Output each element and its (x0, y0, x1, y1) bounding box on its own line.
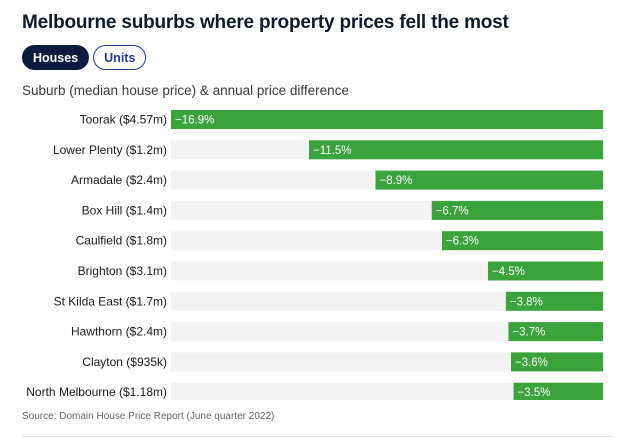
bar[interactable] (513, 382, 603, 400)
category-label: St Kilda East ($1.7m) (54, 294, 167, 308)
bar[interactable] (375, 170, 603, 190)
bar[interactable] (309, 140, 603, 160)
bar[interactable] (505, 291, 603, 311)
category-label: Box Hill ($1.4m) (82, 203, 167, 217)
category-label: Lower Plenty ($1.2m) (53, 143, 167, 157)
data-label: −6.3% (446, 236, 479, 248)
bar-track (171, 352, 603, 372)
category-label: Caulfield ($1.8m) (76, 234, 167, 248)
bar[interactable] (171, 110, 603, 129)
tab-units[interactable]: Units (93, 45, 147, 70)
bar[interactable] (441, 231, 603, 251)
data-label: −3.5% (518, 387, 551, 399)
category-label: Toorak ($4.57m) (80, 113, 167, 127)
data-label: −16.9% (175, 115, 214, 127)
data-label: −11.5% (313, 145, 351, 157)
chart-title: Melbourne suburbs where property prices … (22, 12, 509, 33)
chart-subtitle: Suburb (median house price) & annual pri… (22, 83, 349, 98)
category-label: Armadale ($2.4m) (71, 173, 167, 187)
category-label: Hawthorn ($2.4m) (71, 325, 167, 339)
bar[interactable] (510, 352, 603, 372)
property-type-toggle: Houses Units (22, 45, 147, 70)
data-label: −4.5% (492, 266, 525, 278)
category-label: Clayton ($935k) (82, 355, 167, 369)
bar[interactable] (431, 200, 603, 220)
data-label: −3.6% (515, 357, 548, 369)
bar[interactable] (508, 322, 603, 342)
data-label: −8.9% (379, 175, 412, 187)
category-label: North Melbourne ($1.18m) (26, 385, 167, 399)
bar-track (171, 322, 603, 342)
bar-track (171, 382, 603, 400)
bar-chart: Toorak ($4.57m) −16.9% Lower Plenty ($1.2m… (26, 110, 603, 400)
data-label: −6.7% (436, 205, 469, 217)
category-label: Brighton ($3.1m) (78, 264, 167, 278)
bar-track (171, 291, 603, 311)
source-note: Source: Domain House Price Report (June … (22, 411, 275, 422)
bar[interactable] (487, 261, 603, 281)
tab-houses[interactable]: Houses (22, 45, 90, 70)
data-label: −3.8% (510, 296, 543, 308)
data-label: −3.7% (512, 327, 545, 339)
divider (22, 436, 612, 437)
chart-rows: Toorak ($4.57m) −16.9% Lower Plenty ($1.2m… (26, 110, 603, 400)
